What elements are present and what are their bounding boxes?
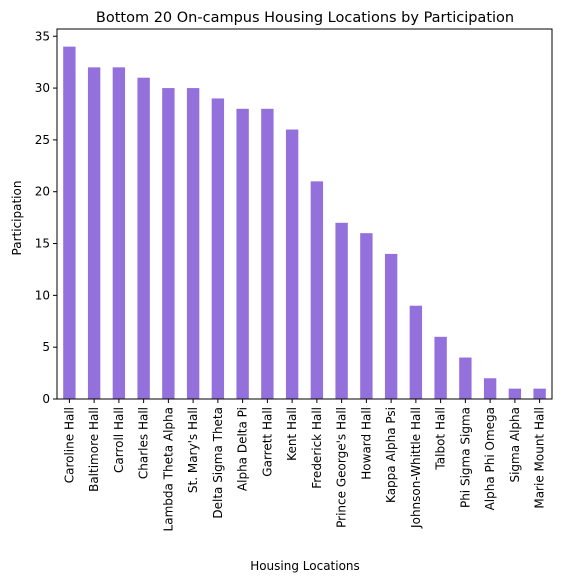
bar-19	[508, 388, 522, 399]
bar-18	[483, 378, 497, 399]
x-tick-label: Johnson-Whittle Hall	[409, 407, 423, 529]
x-tick-label: Charles Hall	[137, 407, 151, 479]
bar-2	[87, 67, 101, 399]
bar-17	[459, 357, 472, 399]
x-tick-label: Carroll Hall	[112, 407, 126, 473]
x-tick-label: Howard Hall	[359, 407, 373, 480]
axes-frame	[56, 28, 553, 400]
bar-9	[261, 108, 274, 399]
bar-16	[434, 336, 447, 399]
bar-12	[335, 222, 348, 399]
bar-3	[112, 67, 126, 399]
x-tick-label: Alpha Delta Pi	[236, 407, 250, 491]
x-tick-label: Prince George's Hall	[335, 407, 349, 528]
bar-10	[285, 129, 299, 399]
bar-4	[137, 77, 150, 399]
x-tick-label: Talbot Hall	[434, 407, 448, 471]
bar-11	[310, 181, 324, 399]
bar-5	[162, 88, 175, 400]
y-tick-label: 15	[35, 237, 50, 251]
y-tick-label: 25	[35, 133, 50, 147]
x-tick-label: Frederick Hall	[310, 407, 324, 489]
x-tick-label: Kent Hall	[285, 407, 299, 461]
bar-15	[409, 305, 423, 399]
bar-20	[533, 388, 546, 399]
plot-area: 0 5 10 15 20 25 30 35 Caroline Hall Baltimore Hal…	[35, 28, 553, 531]
x-tick-label: Marie Mount Hall	[533, 407, 547, 509]
y-tick-label: 5	[42, 340, 50, 354]
bar-6	[186, 88, 200, 400]
bar-13	[360, 233, 373, 399]
bar-8	[236, 108, 249, 399]
x-tick-label: Baltimore Hall	[87, 407, 101, 492]
x-axis-label: Housing Locations	[250, 559, 360, 573]
bar-14	[384, 253, 398, 399]
bar-7	[211, 98, 225, 400]
x-tick-label: Delta Sigma Theta	[211, 407, 225, 519]
x-tick-label: St. Mary's Hall	[186, 407, 200, 493]
x-tick-label: Alpha Phi Omega	[483, 407, 497, 510]
y-axis-label: Participation	[10, 181, 24, 256]
x-tick-label: Kappa Alpha Psi	[384, 407, 398, 503]
x-tick-label: Sigma Alpha	[508, 407, 522, 483]
bar-1	[63, 46, 76, 399]
x-tick-label: Lambda Theta Alpha	[161, 407, 175, 531]
x-tick-label: Garrett Hall	[260, 407, 274, 477]
x-tick-label: Phi Sigma Sigma	[458, 407, 472, 508]
x-tick-label: Caroline Hall	[62, 407, 76, 483]
chart-title: Bottom 20 On-campus Housing Locations by…	[96, 10, 514, 26]
y-tick-label: 20	[35, 185, 50, 199]
y-tick-label: 30	[35, 81, 50, 95]
y-tick-label: 35	[35, 29, 50, 43]
y-tick-label: 0	[42, 392, 50, 406]
y-tick-label: 10	[35, 288, 50, 302]
